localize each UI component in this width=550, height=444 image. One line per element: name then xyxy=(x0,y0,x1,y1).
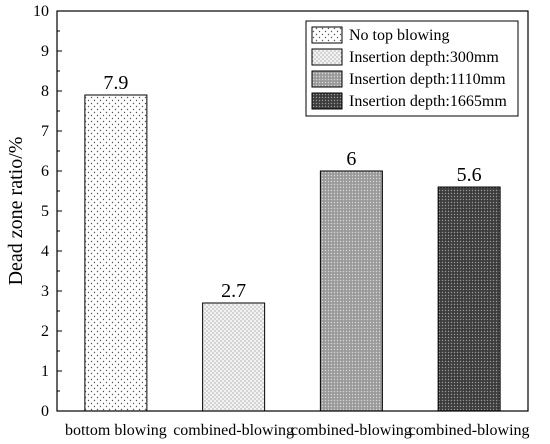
legend-swatch xyxy=(311,48,343,66)
y-tick-label: 2 xyxy=(41,323,49,340)
legend-swatch xyxy=(311,92,343,110)
y-tick-label: 3 xyxy=(41,283,49,300)
x-tick-label: combined-blowing xyxy=(409,422,530,439)
y-tick-label: 4 xyxy=(41,243,49,260)
legend-label: Insertion depth:1665mm xyxy=(349,93,507,110)
legend-swatch xyxy=(311,26,343,44)
legend: No top blowing Insertion depth:300mm Inser… xyxy=(305,20,519,117)
bar xyxy=(84,94,148,412)
legend-label: Insertion depth:1110mm xyxy=(349,71,506,88)
bar-value-label: 5.6 xyxy=(457,164,482,186)
x-tick-label: combined-blowing xyxy=(291,422,412,439)
y-axis-label: Dead zone ratio/% xyxy=(5,137,27,286)
value-labels-group: 7.9 2.7 6 5.6 xyxy=(103,72,481,302)
y-tick-label: 8 xyxy=(41,83,49,100)
y-tick-label: 7 xyxy=(41,123,49,140)
bar xyxy=(437,186,501,412)
bar-value-label: 2.7 xyxy=(221,280,246,302)
x-tick-label: bottom blowing xyxy=(65,422,167,439)
y-tick-label: 10 xyxy=(33,3,49,20)
plot-frame xyxy=(56,10,529,412)
y-tick-label: 5 xyxy=(41,203,49,220)
bars-group xyxy=(84,94,501,412)
y-tick-label: 9 xyxy=(41,43,49,60)
legend-swatch xyxy=(311,70,343,88)
bar xyxy=(319,170,383,412)
bar-value-label: 7.9 xyxy=(103,72,128,94)
bar-value-label: 6 xyxy=(346,148,356,170)
legend-label: Insertion depth:300mm xyxy=(349,49,499,66)
legend-label: No top blowing xyxy=(349,27,449,44)
y-axis-ticks: 0 1 2 3 4 5 6 7 8 9 10 xyxy=(33,3,62,420)
bar xyxy=(202,302,266,412)
y-tick-label: 0 xyxy=(41,403,49,420)
y-tick-label: 1 xyxy=(41,363,49,380)
x-tick-label: combined-blowing xyxy=(173,422,294,439)
x-axis-ticks: bottom blowing combined-blowingcombined-b… xyxy=(65,422,530,439)
y-tick-label: 6 xyxy=(41,163,49,180)
